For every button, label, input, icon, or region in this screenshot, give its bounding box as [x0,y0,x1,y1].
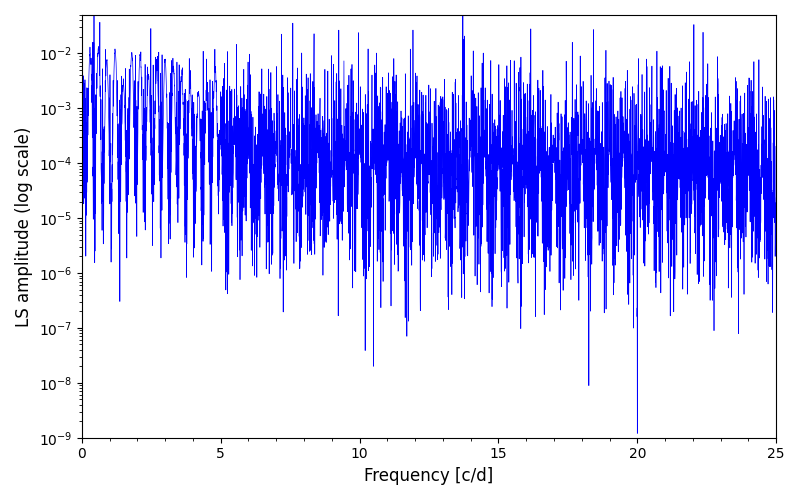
X-axis label: Frequency [c/d]: Frequency [c/d] [364,467,494,485]
Y-axis label: LS amplitude (log scale): LS amplitude (log scale) [15,126,33,326]
